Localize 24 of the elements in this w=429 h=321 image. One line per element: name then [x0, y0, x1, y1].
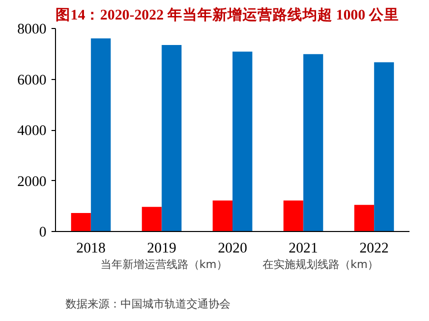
y-tick-label: 2000 — [17, 174, 46, 190]
text: 在实施规划线路（km） — [262, 257, 379, 272]
bar — [374, 62, 394, 232]
y-tick-label: 6000 — [17, 72, 46, 88]
y-tick-label: 8000 — [17, 22, 46, 38]
bar — [142, 206, 162, 232]
bar — [90, 38, 111, 232]
chart-title: 图14：2020-2022 年当年新增运营路线均超 1000 公里 — [56, 6, 399, 24]
y-tick-label: 0 — [39, 224, 46, 240]
bar — [212, 200, 232, 232]
text: 当年新增运营线路（km） — [100, 257, 228, 272]
bar — [354, 204, 374, 232]
x-tick-label: 2022 — [359, 240, 389, 256]
bar — [71, 212, 91, 232]
x-tick-label: 2018 — [76, 240, 106, 256]
bar — [232, 52, 252, 232]
x-tick-label: 2020 — [218, 240, 248, 256]
y-tick-label: 4000 — [17, 123, 46, 139]
x-tick-label: 2019 — [147, 240, 176, 256]
bar — [283, 200, 304, 232]
bar — [303, 54, 324, 232]
bar — [162, 44, 182, 232]
source-note: 数据来源：中国城市轨道交通协会 — [66, 298, 230, 310]
x-tick-label: 2021 — [288, 240, 318, 256]
